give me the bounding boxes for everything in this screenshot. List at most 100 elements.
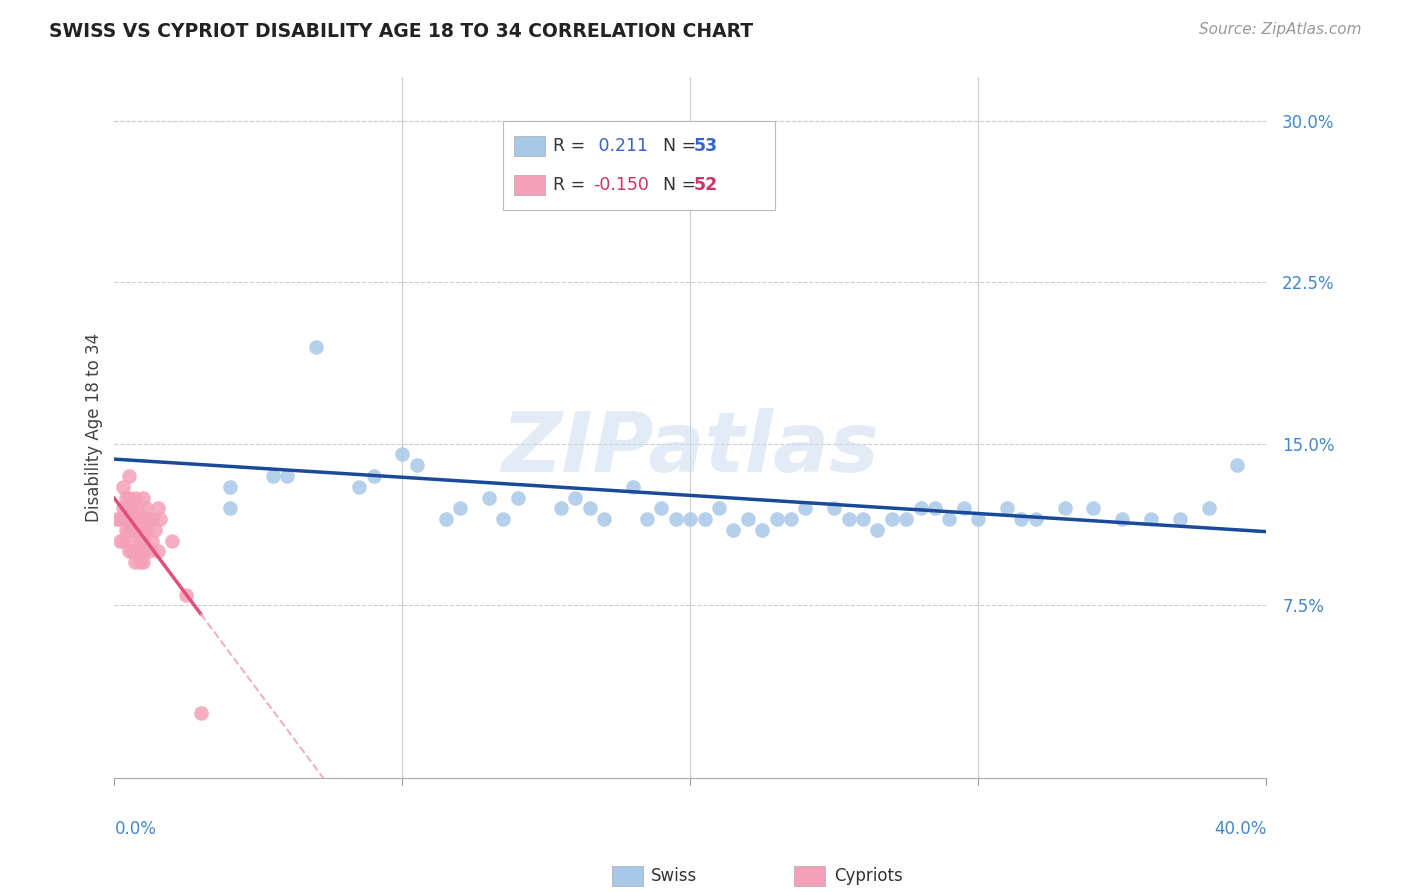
Point: [132, 491, 155, 505]
Point: [132, 555, 155, 569]
Point: [347, 480, 370, 494]
Point: [838, 512, 860, 526]
Point: [141, 533, 163, 548]
Point: [636, 512, 658, 526]
Point: [115, 491, 138, 505]
Text: Source: ZipAtlas.com: Source: ZipAtlas.com: [1198, 22, 1361, 37]
Point: [124, 491, 146, 505]
Text: 0.0%: 0.0%: [114, 820, 156, 838]
Point: [143, 523, 166, 537]
Point: [1083, 501, 1105, 516]
Point: [665, 512, 688, 526]
Point: [693, 512, 716, 526]
Point: [105, 512, 128, 526]
Point: [852, 512, 875, 526]
Point: [1198, 501, 1220, 516]
Point: [506, 145, 529, 160]
Point: [751, 523, 773, 537]
Point: [112, 480, 135, 494]
Point: [1111, 512, 1133, 526]
Point: [679, 512, 702, 526]
Point: [896, 512, 918, 526]
Point: [506, 491, 529, 505]
Point: [129, 512, 152, 526]
Text: -0.150: -0.150: [593, 176, 648, 194]
Text: N =: N =: [652, 136, 702, 155]
Point: [953, 501, 976, 516]
Point: [112, 501, 135, 516]
Point: [121, 523, 143, 537]
Point: [108, 533, 131, 548]
Point: [550, 501, 572, 516]
Point: [866, 523, 889, 537]
Text: Swiss: Swiss: [651, 867, 697, 885]
Text: 0.211: 0.211: [593, 136, 648, 155]
Point: [108, 512, 131, 526]
Point: [132, 512, 155, 526]
Point: [118, 512, 141, 526]
Point: [363, 469, 385, 483]
Point: [146, 501, 169, 516]
Point: [115, 523, 138, 537]
Point: [1168, 512, 1191, 526]
Point: [995, 501, 1018, 516]
Point: [129, 533, 152, 548]
Point: [1053, 501, 1076, 516]
Point: [391, 448, 413, 462]
Y-axis label: Disability Age 18 to 34: Disability Age 18 to 34: [86, 333, 103, 522]
Point: [121, 512, 143, 526]
Point: [449, 501, 471, 516]
Point: [765, 512, 787, 526]
Point: [118, 501, 141, 516]
Point: [564, 491, 586, 505]
Point: [127, 501, 149, 516]
Point: [1140, 512, 1163, 526]
Point: [118, 469, 141, 483]
Point: [478, 491, 501, 505]
Text: R =: R =: [554, 136, 591, 155]
Text: Cypriots: Cypriots: [834, 867, 903, 885]
Point: [650, 501, 672, 516]
Point: [124, 544, 146, 558]
Point: [118, 491, 141, 505]
Point: [135, 501, 157, 516]
Point: [129, 555, 152, 569]
Point: [1010, 512, 1032, 526]
Point: [149, 512, 172, 526]
Point: [127, 544, 149, 558]
Point: [124, 523, 146, 537]
Point: [276, 469, 298, 483]
Point: [1226, 458, 1249, 473]
Point: [880, 512, 903, 526]
Point: [118, 533, 141, 548]
Point: [132, 544, 155, 558]
Point: [737, 512, 759, 526]
Point: [118, 523, 141, 537]
Point: [124, 512, 146, 526]
Point: [593, 512, 616, 526]
Point: [129, 544, 152, 558]
Point: [218, 480, 240, 494]
Text: 52: 52: [695, 176, 718, 194]
Point: [115, 512, 138, 526]
Point: [305, 340, 328, 354]
Point: [176, 587, 198, 601]
Point: [132, 523, 155, 537]
Text: N =: N =: [652, 176, 702, 194]
Point: [434, 512, 457, 526]
Text: SWISS VS CYPRIOT DISABILITY AGE 18 TO 34 CORRELATION CHART: SWISS VS CYPRIOT DISABILITY AGE 18 TO 34…: [49, 22, 754, 41]
Point: [160, 533, 183, 548]
Point: [190, 706, 212, 720]
Point: [127, 523, 149, 537]
Point: [218, 501, 240, 516]
Point: [794, 501, 817, 516]
Point: [967, 512, 990, 526]
Point: [135, 523, 157, 537]
Point: [1025, 512, 1047, 526]
Point: [405, 458, 427, 473]
Point: [492, 512, 515, 526]
Point: [621, 480, 644, 494]
Point: [124, 555, 146, 569]
Point: [121, 544, 143, 558]
Point: [138, 544, 160, 558]
